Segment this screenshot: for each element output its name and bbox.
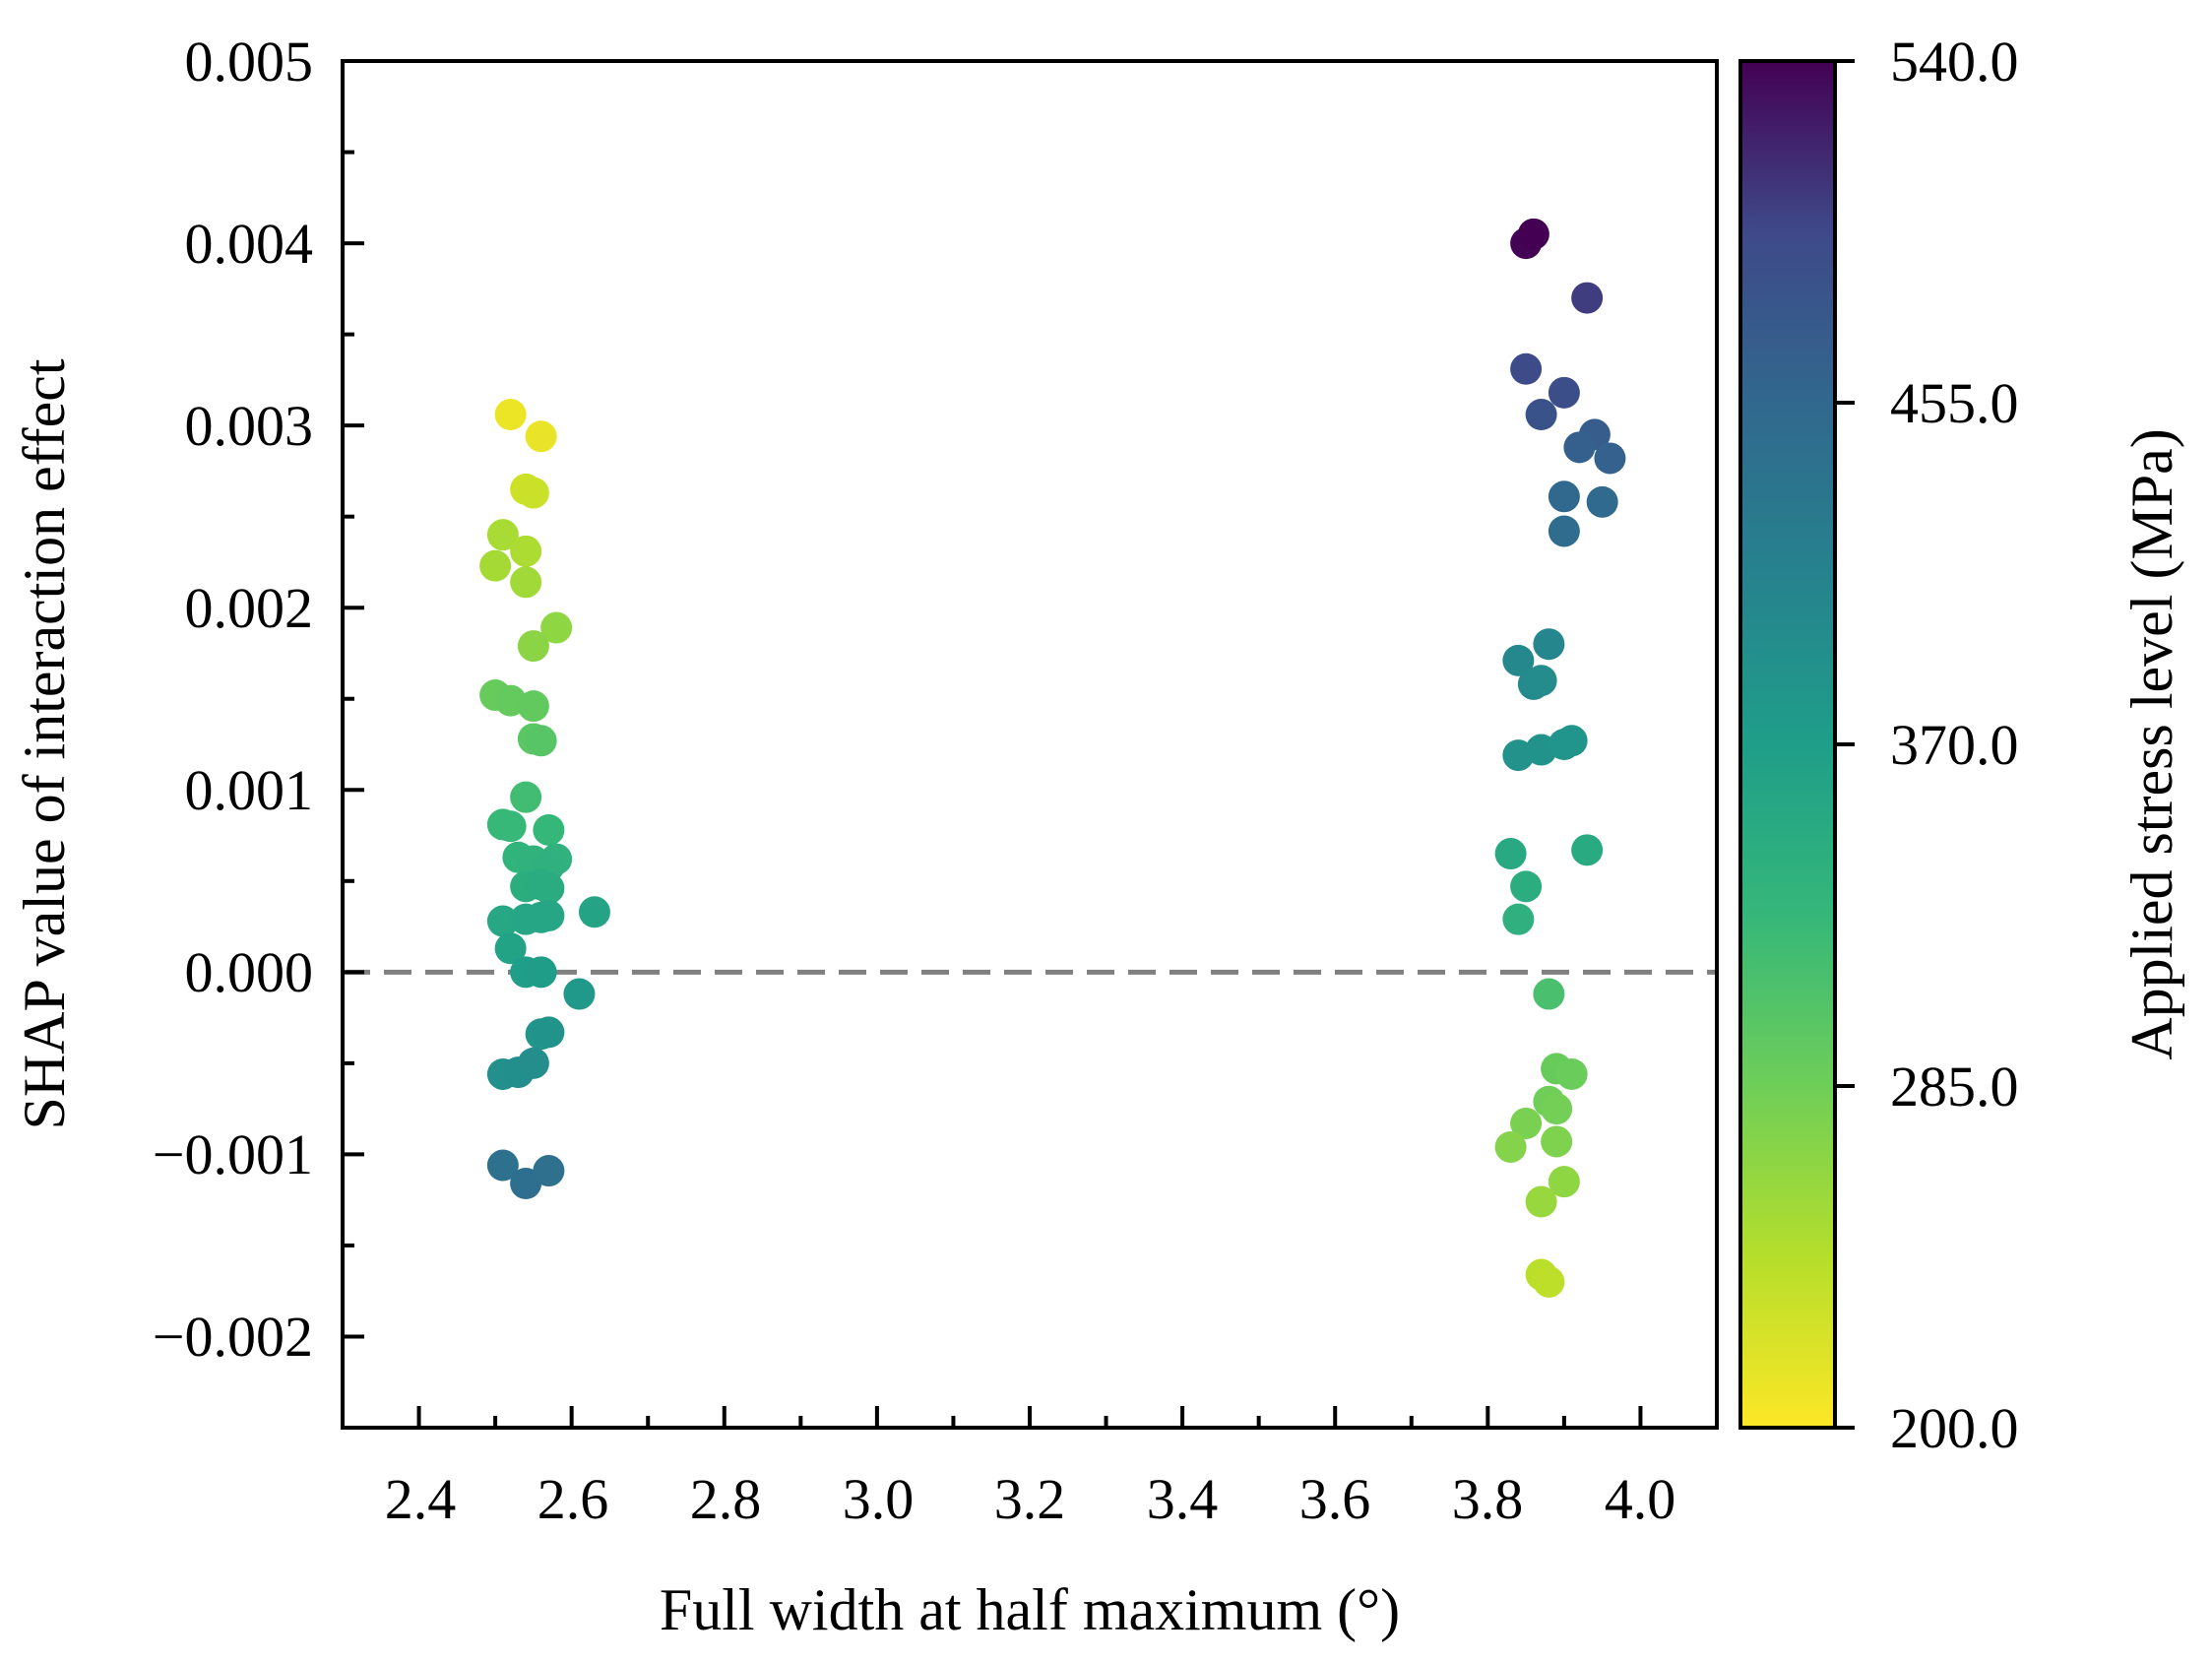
y-tick-labels: −0.002 −0.001 0.000 0.001 0.002 0.003 0.…	[153, 30, 313, 1369]
x-tick-labels: 2.4 2.6 2.8 3.0 3.2 3.4 3.6 3.8 4.0	[385, 1467, 1676, 1531]
data-point	[540, 611, 573, 644]
data-point	[1555, 1057, 1588, 1090]
x-tick-label: 2.8	[690, 1467, 762, 1531]
data-point	[510, 1168, 542, 1200]
data-point	[1533, 1265, 1565, 1298]
data-point	[525, 956, 557, 989]
x-tick-label: 3.0	[843, 1467, 915, 1531]
data-point	[1525, 665, 1557, 697]
y-tick-label: 0.005	[185, 30, 314, 94]
data-point	[1548, 1166, 1580, 1198]
data-point	[1571, 834, 1604, 866]
data-point	[533, 1016, 565, 1049]
data-point	[486, 905, 519, 937]
data-point	[510, 566, 542, 599]
x-tick-label: 2.6	[537, 1467, 609, 1531]
data-point	[517, 690, 549, 723]
x-axis-ticks	[341, 1406, 1643, 1428]
data-point	[533, 872, 565, 905]
y-tick-label: 0.000	[185, 940, 314, 1004]
data-point	[1563, 431, 1596, 464]
colorbar-tick-label: 455.0	[1890, 371, 2019, 435]
data-point	[517, 1047, 549, 1079]
data-point	[510, 781, 542, 813]
data-point	[1571, 282, 1604, 314]
data-point	[1533, 978, 1565, 1010]
data-point	[1517, 218, 1549, 250]
data-point	[479, 549, 512, 582]
colorbar-tick-label: 370.0	[1890, 713, 2019, 777]
colorbar-tick-labels: 200.0 285.0 370.0 455.0 540.0	[1890, 30, 2019, 1460]
y-tick-label: 0.002	[185, 576, 314, 640]
data-point	[1494, 1130, 1527, 1163]
data-point	[1525, 399, 1557, 431]
data-point	[494, 932, 527, 965]
data-point	[1541, 1093, 1573, 1125]
data-point	[1502, 903, 1535, 935]
x-axis-title: Full width at half maximum (°)	[660, 1577, 1400, 1642]
data-point	[494, 810, 527, 843]
data-point	[525, 420, 557, 453]
data-point	[1510, 352, 1543, 385]
colorbar-ticks	[1835, 59, 1855, 1430]
data-point	[533, 813, 565, 846]
data-point	[517, 630, 549, 663]
data-point	[563, 978, 596, 1010]
y-axis-ticks	[343, 59, 364, 1430]
data-point	[510, 535, 542, 567]
x-tick-label: 4.0	[1605, 1467, 1676, 1531]
colorbar-tick-label: 200.0	[1890, 1396, 2019, 1460]
x-tick-label: 2.4	[385, 1467, 457, 1531]
plot-area	[343, 61, 1717, 1428]
data-point	[578, 896, 610, 928]
colorbar-title: Applied stress level (MPa)	[2119, 428, 2184, 1060]
data-point	[525, 725, 557, 757]
data-point	[517, 477, 549, 509]
data-point	[1494, 838, 1527, 870]
data-point	[1510, 870, 1543, 903]
data-point	[494, 399, 527, 431]
colorbar-tick-label: 285.0	[1890, 1055, 2019, 1119]
colorbar-tick-label: 540.0	[1890, 30, 2019, 94]
colorbar-gradient	[1740, 61, 1835, 1428]
data-point	[1510, 1107, 1543, 1139]
data-point	[1586, 485, 1618, 518]
y-axis-title: SHAP value of interaction effect	[12, 358, 77, 1129]
data-point	[1555, 725, 1588, 757]
data-point	[486, 519, 519, 551]
x-tick-label: 3.8	[1452, 1467, 1524, 1531]
data-point	[533, 899, 565, 931]
data-point	[1525, 1185, 1557, 1218]
y-tick-label: −0.002	[153, 1305, 313, 1369]
data-point	[486, 1149, 519, 1182]
y-tick-label: −0.001	[153, 1122, 313, 1186]
data-point	[1533, 628, 1565, 661]
data-point	[1502, 644, 1535, 676]
data-point	[1548, 515, 1580, 547]
y-tick-label: 0.001	[185, 758, 314, 822]
y-tick-label: 0.003	[185, 394, 314, 458]
data-point	[1548, 480, 1580, 513]
data-point	[1594, 442, 1626, 475]
x-tick-label: 3.4	[1147, 1467, 1219, 1531]
y-tick-label: 0.004	[185, 212, 314, 276]
data-points	[479, 218, 1626, 1298]
x-tick-label: 3.2	[994, 1467, 1066, 1531]
data-point	[1548, 376, 1580, 409]
x-tick-label: 3.6	[1299, 1467, 1371, 1531]
data-point	[533, 1155, 565, 1187]
data-point	[1541, 1125, 1573, 1158]
